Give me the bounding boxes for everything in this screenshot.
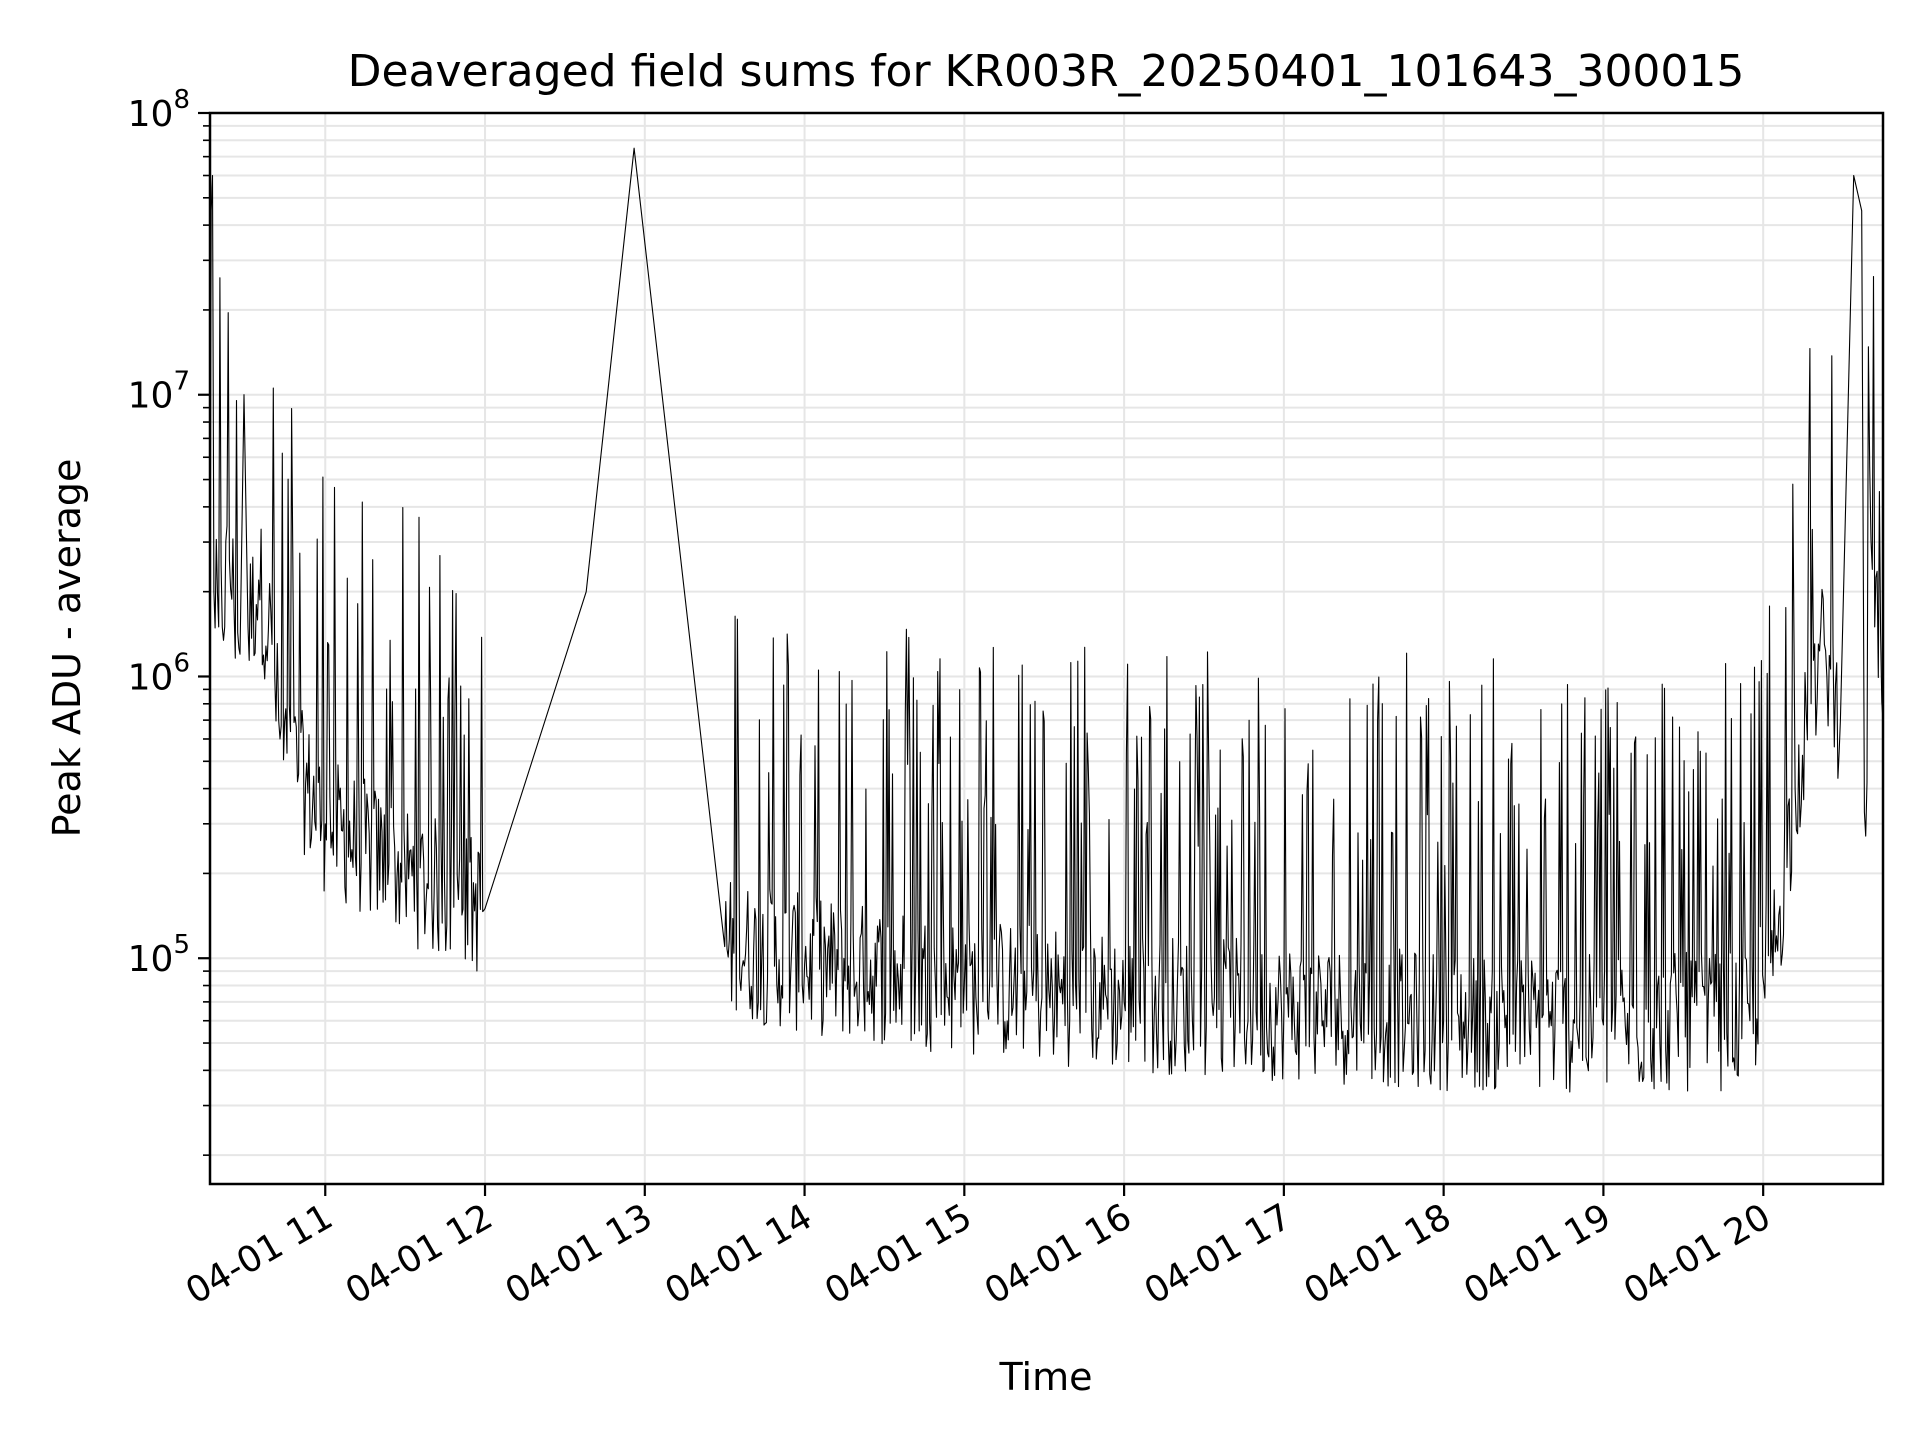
y-axis-label: Peak ADU - average (45, 459, 89, 838)
grid-layer (210, 113, 1883, 1184)
y-tick-label: 106 (128, 648, 190, 698)
y-tick-label: 107 (128, 367, 190, 417)
series-layer (209, 147, 1884, 1093)
y-tick-label: 105 (128, 930, 190, 980)
x-axis-label: Time (999, 1355, 1093, 1399)
y-tick-label: 108 (128, 85, 190, 135)
y-axis: 105 106 107 108 (128, 85, 210, 1156)
data-series-line (209, 147, 1884, 1093)
plot-frame (208, 111, 1885, 1186)
chart-title: Deaveraged field sums for KR003R_2025040… (348, 46, 1745, 97)
